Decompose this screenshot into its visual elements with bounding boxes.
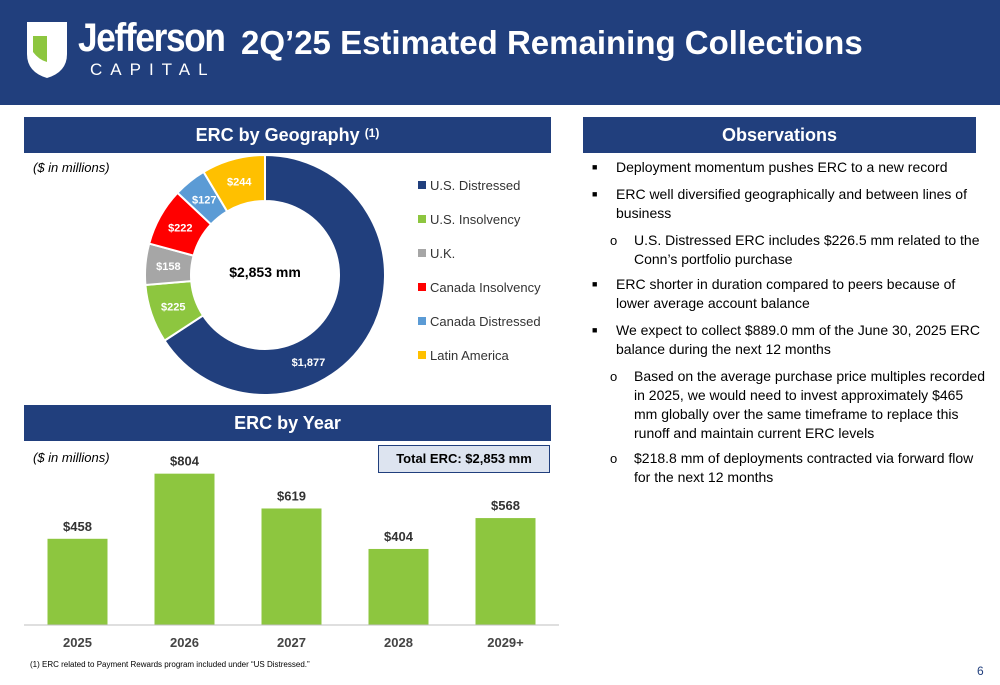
footnote: (1) ERC related to Payment Rewards progr… (30, 660, 310, 669)
total-erc-box: Total ERC: $2,853 mm (378, 445, 550, 473)
year-bar-value-label: $458 (63, 519, 92, 534)
legend-label: U.S. Distressed (430, 177, 521, 193)
donut-slice-0 (163, 155, 386, 395)
legend-item: U.S. Insolvency (418, 202, 541, 236)
observation-item: ■ ERC well diversified geographically and… (590, 185, 985, 223)
header-banner: Jefferson CAPITAL 2Q’25 Estimated Remain… (0, 0, 1000, 105)
geo-units-label: ($ in millions) (33, 160, 110, 175)
observation-item: ■ ERC shorter in duration compared to pee… (590, 275, 985, 313)
shield-logo-icon (27, 22, 67, 78)
observations-title: Observations (721, 125, 838, 145)
year-axis-tick-label: 2029+ (487, 635, 524, 650)
observation-subitem: o Based on the average purchase price mul… (590, 367, 985, 443)
legend-swatch (418, 317, 426, 325)
year-section-title: ERC by Year (234, 413, 341, 433)
donut-label-5: $244 (227, 176, 252, 188)
bullet-square-icon: ■ (592, 189, 598, 199)
donut-slice-5 (202, 155, 266, 213)
year-axis-tick-label: 2026 (170, 635, 199, 650)
year-bar-2026 (154, 473, 215, 625)
observation-subtext: U.S. Distressed ERC includes $226.5 mm r… (634, 232, 980, 267)
year-axis-tick-label: 2027 (277, 635, 306, 650)
observation-text: We expect to collect $889.0 mm of the Ju… (616, 322, 980, 357)
donut-center-label: $2,853 mm (229, 264, 301, 280)
legend-item: Canada Distressed (418, 304, 541, 338)
observation-item: ■ Deployment momentum pushes ERC to a new… (590, 158, 985, 177)
legend-swatch (418, 351, 426, 359)
geo-section-header: ERC by Geography (1) (24, 117, 551, 153)
logo-wordmark: Jefferson (78, 16, 226, 60)
logo-subtitle: CAPITAL (90, 60, 216, 79)
legend-item: Canada Insolvency (418, 270, 541, 304)
observation-item: ■ We expect to collect $889.0 mm of the J… (590, 321, 985, 359)
bullet-square-icon: ■ (592, 325, 598, 335)
observations-list: ■ Deployment momentum pushes ERC to a new… (590, 158, 985, 493)
observation-subitem: o U.S. Distressed ERC includes $226.5 mm … (590, 231, 985, 269)
bullet-square-icon: ■ (592, 162, 598, 172)
legend-swatch (418, 181, 426, 189)
year-bar-value-label: $619 (277, 488, 306, 503)
observation-subtext: $218.8 mm of deployments contracted via … (634, 450, 974, 485)
year-units-label: ($ in millions) (33, 450, 110, 465)
legend-swatch (418, 249, 426, 257)
legend-label: Latin America (430, 347, 509, 363)
year-bar-chart: $458 2025 $804 2026 $619 2027 $404 2028 $568 2029… (24, 454, 559, 650)
legend-label: U.K. (430, 245, 456, 261)
legend-label: Canada Insolvency (430, 279, 541, 295)
bullet-circle-icon: o (610, 369, 618, 384)
legend-item: U.S. Distressed (418, 168, 541, 202)
year-section-header: ERC by Year (24, 405, 551, 441)
year-bar-2027 (261, 508, 322, 625)
observation-subtext: Based on the average purchase price mult… (634, 368, 985, 441)
year-axis-tick-label: 2028 (384, 635, 413, 650)
year-bar-value-label: $568 (491, 498, 520, 513)
observation-text: ERC well diversified geographically and … (616, 186, 967, 221)
year-bar-2025 (47, 538, 108, 625)
page-number: 6 (977, 664, 984, 678)
donut-label-0: $1,877 (292, 357, 326, 369)
donut-label-4: $127 (192, 194, 216, 206)
legend-swatch (418, 215, 426, 223)
geo-donut-chart: $1,877 $225 $158 $222 $127 $244 (144, 155, 386, 395)
observation-text: ERC shorter in duration compared to peer… (616, 276, 956, 311)
legend-item: U.K. (418, 236, 541, 270)
donut-label-1: $225 (161, 302, 185, 314)
legend-label: Canada Distressed (430, 313, 541, 329)
bullet-square-icon: ■ (592, 279, 598, 289)
geo-section-title: ERC by Geography (195, 125, 360, 145)
geo-section-note: (1) (364, 126, 380, 140)
bullet-circle-icon: o (610, 233, 618, 248)
year-axis-tick-label: 2025 (63, 635, 92, 650)
legend-label: U.S. Insolvency (430, 211, 521, 227)
year-bar-2029+ (475, 518, 536, 625)
legend-item: Latin America (418, 338, 541, 372)
observation-subitem: o $218.8 mm of deployments contracted via… (590, 449, 985, 487)
observations-header: Observations (583, 117, 976, 153)
year-bar-2028 (368, 548, 429, 625)
year-bar-value-label: $804 (170, 454, 200, 469)
page-title: 2Q’25 Estimated Remaining Collections (241, 24, 863, 61)
bullet-circle-icon: o (610, 451, 618, 466)
donut-label-2: $158 (156, 261, 180, 273)
geo-legend: U.S. Distressed U.S. Insolvency U.K. Canada… (418, 168, 541, 372)
legend-swatch (418, 283, 426, 291)
donut-label-3: $222 (168, 223, 192, 235)
year-bar-value-label: $404 (384, 529, 414, 544)
observation-text: Deployment momentum pushes ERC to a new … (616, 159, 948, 175)
